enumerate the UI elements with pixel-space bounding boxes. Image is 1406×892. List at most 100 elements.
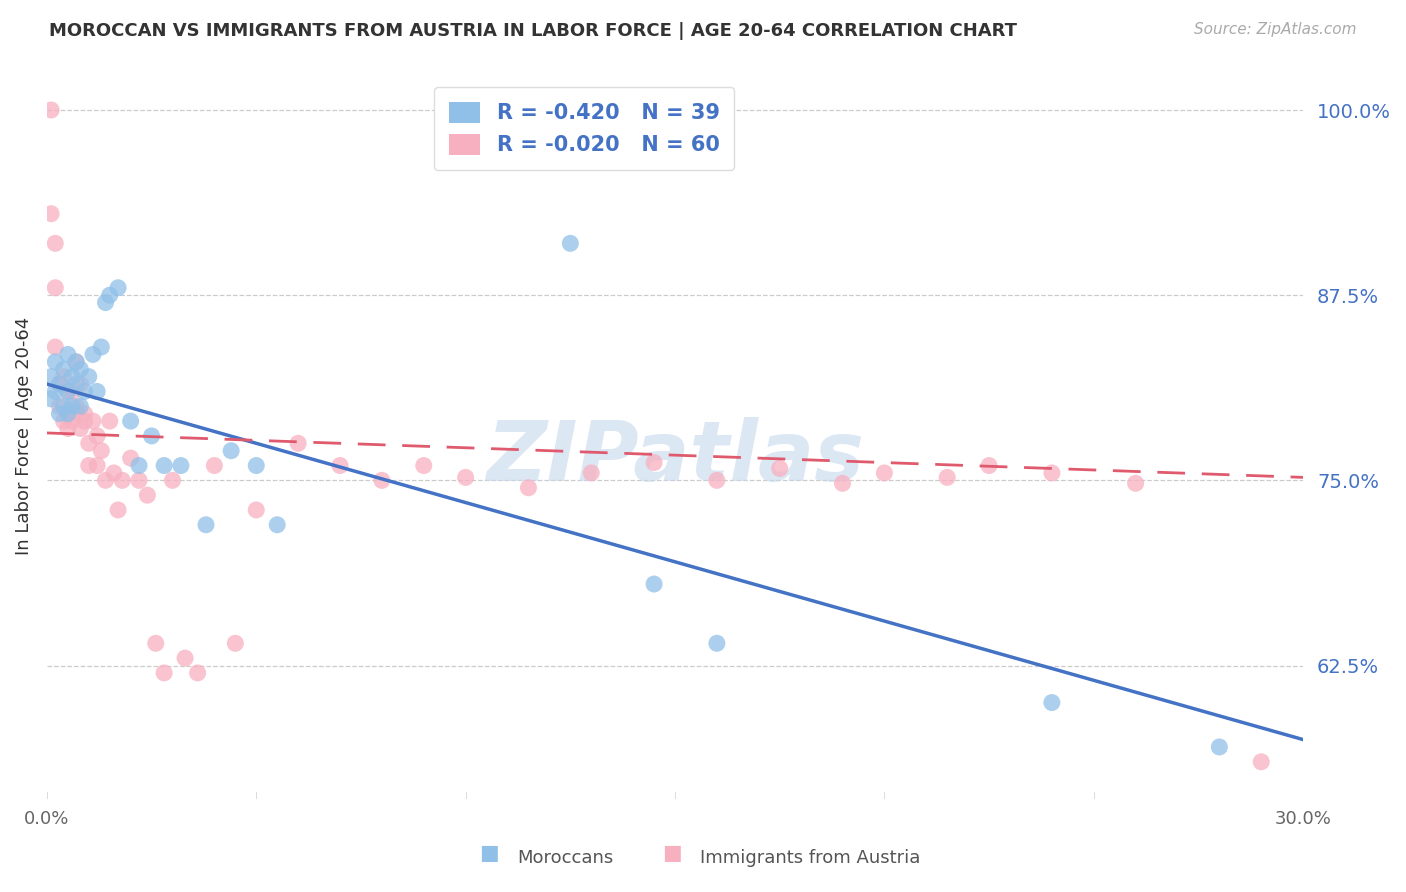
Point	[643, 577, 665, 591]
Point	[77, 458, 100, 473]
Text: Immigrants from Austria: Immigrants from Austria	[700, 849, 921, 867]
Point	[581, 466, 603, 480]
Point	[69, 362, 91, 376]
Point	[56, 384, 79, 399]
Point	[706, 474, 728, 488]
Point	[371, 474, 394, 488]
Point	[56, 407, 79, 421]
Point	[187, 665, 209, 680]
Point	[56, 421, 79, 435]
Text: ■: ■	[479, 843, 499, 863]
Point	[48, 407, 70, 421]
Point	[44, 384, 66, 399]
Point	[1040, 466, 1063, 480]
Y-axis label: In Labor Force | Age 20-64: In Labor Force | Age 20-64	[15, 317, 32, 555]
Point	[86, 429, 108, 443]
Point	[643, 456, 665, 470]
Point	[266, 517, 288, 532]
Point	[153, 458, 176, 473]
Point	[219, 443, 242, 458]
Point	[52, 369, 75, 384]
Point	[245, 458, 267, 473]
Point	[44, 281, 66, 295]
Point	[82, 347, 104, 361]
Point	[174, 651, 197, 665]
Point	[245, 503, 267, 517]
Point	[44, 340, 66, 354]
Text: MOROCCAN VS IMMIGRANTS FROM AUSTRIA IN LABOR FORCE | AGE 20-64 CORRELATION CHART: MOROCCAN VS IMMIGRANTS FROM AUSTRIA IN L…	[49, 22, 1017, 40]
Point	[69, 377, 91, 392]
Point	[831, 476, 853, 491]
Point	[73, 407, 96, 421]
Point	[141, 429, 163, 443]
Point	[48, 377, 70, 392]
Point	[107, 503, 129, 517]
Text: Source: ZipAtlas.com: Source: ZipAtlas.com	[1194, 22, 1357, 37]
Point	[1040, 696, 1063, 710]
Point	[517, 481, 540, 495]
Point	[1250, 755, 1272, 769]
Point	[94, 295, 117, 310]
Point	[1125, 476, 1147, 491]
Point	[48, 377, 70, 392]
Point	[73, 414, 96, 428]
Point	[153, 665, 176, 680]
Point	[128, 474, 150, 488]
Point	[170, 458, 193, 473]
Text: Moroccans: Moroccans	[517, 849, 613, 867]
Point	[560, 236, 582, 251]
Point	[195, 517, 218, 532]
Point	[56, 347, 79, 361]
Point	[69, 399, 91, 413]
Point	[202, 458, 225, 473]
Point	[65, 377, 87, 392]
Point	[111, 474, 134, 488]
Point	[44, 355, 66, 369]
Point	[52, 414, 75, 428]
Point	[82, 414, 104, 428]
Point	[39, 103, 62, 117]
Point	[48, 399, 70, 413]
Point	[107, 281, 129, 295]
Point	[224, 636, 246, 650]
Point	[60, 399, 83, 413]
Point	[94, 474, 117, 488]
Point	[65, 355, 87, 369]
Point	[936, 470, 959, 484]
Point	[44, 236, 66, 251]
Point	[1208, 739, 1230, 754]
Point	[329, 458, 352, 473]
Point	[60, 369, 83, 384]
Point	[412, 458, 434, 473]
Point	[706, 636, 728, 650]
Point	[287, 436, 309, 450]
Point	[52, 399, 75, 413]
Point	[86, 384, 108, 399]
Point	[86, 458, 108, 473]
Point	[56, 407, 79, 421]
Point	[56, 384, 79, 399]
Point	[69, 421, 91, 435]
Point	[977, 458, 1000, 473]
Point	[103, 466, 125, 480]
Point	[145, 636, 167, 650]
Point	[65, 407, 87, 421]
Point	[39, 369, 62, 384]
Point	[77, 436, 100, 450]
Point	[52, 362, 75, 376]
Point	[65, 399, 87, 413]
Point	[120, 414, 142, 428]
Point	[60, 384, 83, 399]
Point	[98, 288, 121, 302]
Point	[873, 466, 896, 480]
Legend: R = -0.420   N = 39, R = -0.020   N = 60: R = -0.420 N = 39, R = -0.020 N = 60	[434, 87, 734, 170]
Text: ZIPatlas: ZIPatlas	[486, 417, 863, 498]
Point	[98, 414, 121, 428]
Point	[90, 340, 112, 354]
Point	[65, 355, 87, 369]
Point	[120, 451, 142, 466]
Point	[39, 392, 62, 406]
Point	[128, 458, 150, 473]
Point	[77, 369, 100, 384]
Text: ■: ■	[662, 843, 682, 863]
